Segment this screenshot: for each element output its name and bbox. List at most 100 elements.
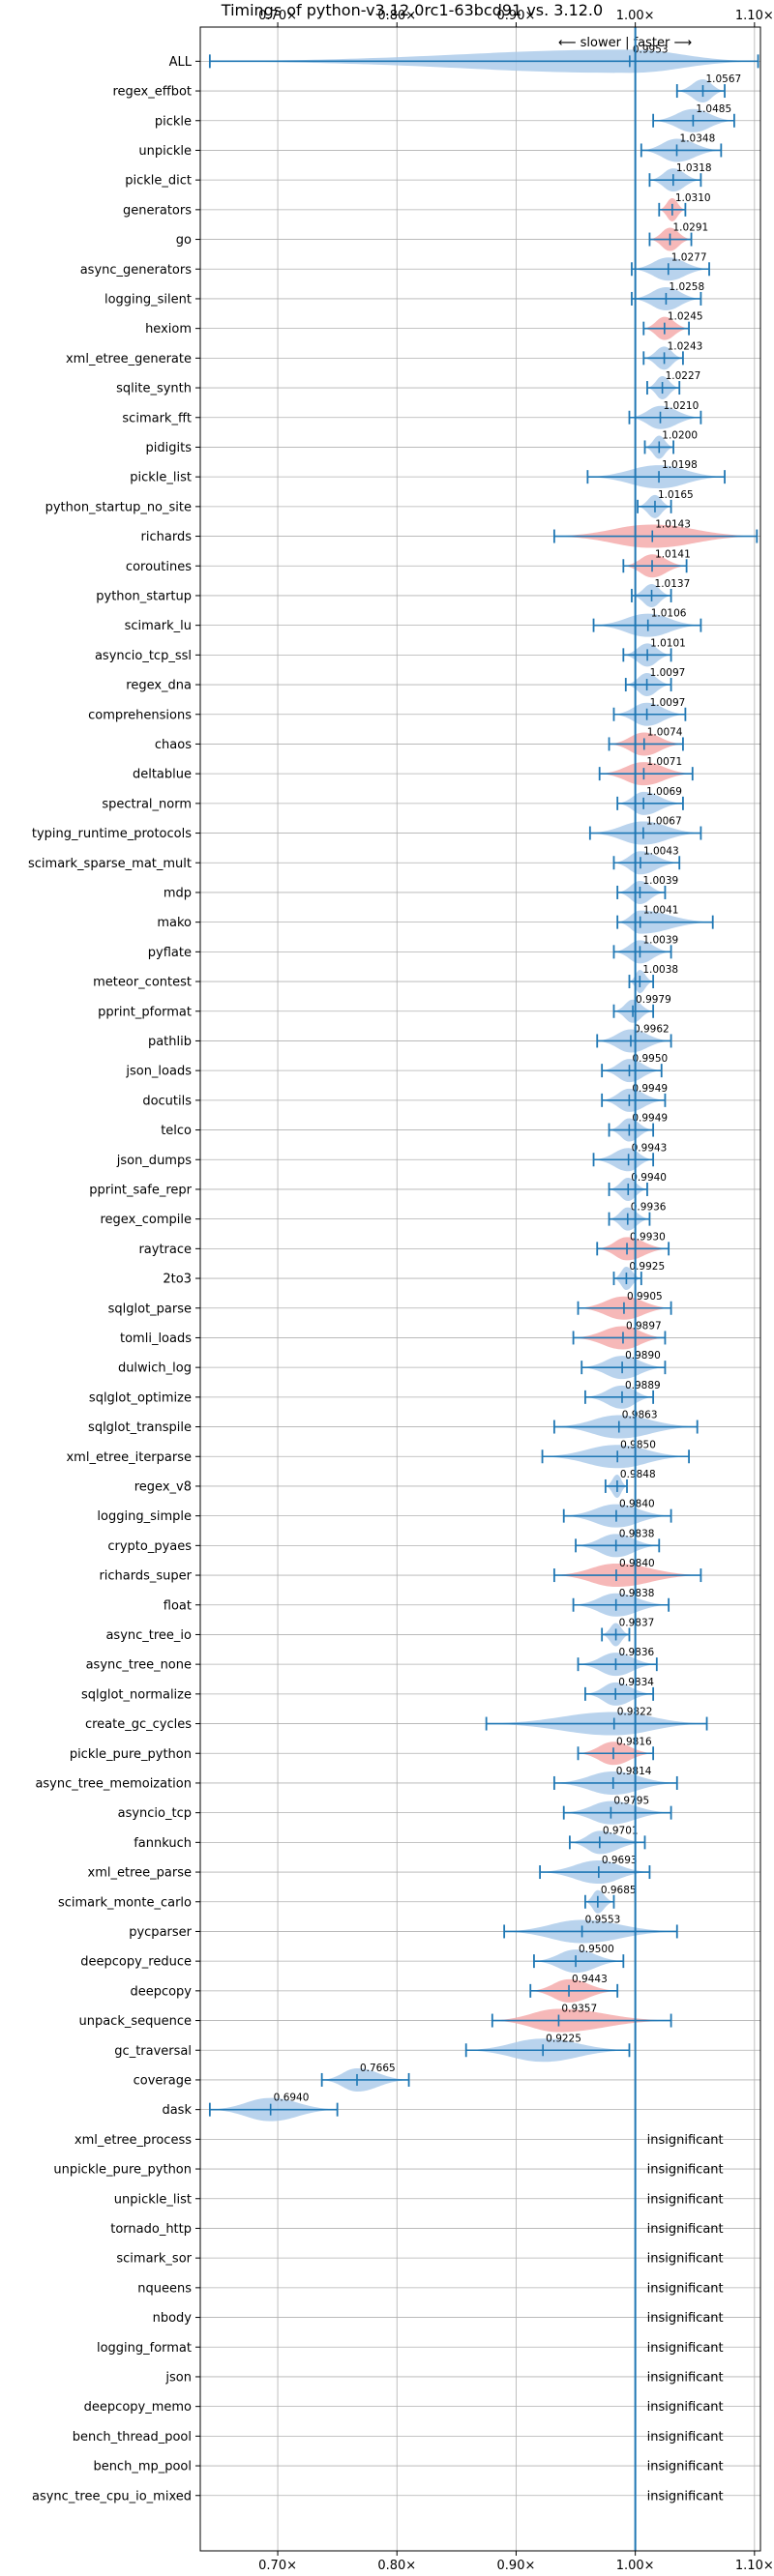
value-label: 1.0101 <box>650 637 686 649</box>
x-tick-label-top: 0.70× <box>258 9 297 23</box>
value-label: 0.9930 <box>630 1231 666 1243</box>
insignificant-label: insignificant <box>647 2341 724 2356</box>
category-label: bench_thread_pool <box>73 2430 192 2444</box>
category-label: fannkuch <box>134 1836 192 1851</box>
value-label: 0.9357 <box>561 2004 597 2015</box>
category-label: json_loads <box>125 1065 192 1079</box>
category-label: pickle <box>155 114 192 129</box>
category-label: pprint_safe_repr <box>89 1183 192 1197</box>
category-label: coverage <box>134 2073 192 2088</box>
category-label: regex_v8 <box>134 1479 192 1494</box>
value-label: 0.9500 <box>579 1944 614 1955</box>
category-label: xml_etree_generate <box>66 352 192 366</box>
value-label: 0.9936 <box>631 1202 667 1214</box>
insignificant-label: insignificant <box>647 2252 724 2267</box>
category-label: crypto_pyaes <box>107 1539 192 1554</box>
category-label: deepcopy <box>130 1984 192 1999</box>
value-label: 0.9953 <box>633 44 669 55</box>
value-label: 1.0039 <box>642 875 678 887</box>
category-label: sqlite_synth <box>116 382 192 396</box>
category-label: dulwich_log <box>118 1361 192 1376</box>
value-label: 0.9943 <box>632 1142 668 1154</box>
value-label: 0.9834 <box>618 1677 654 1688</box>
value-label: 0.9795 <box>613 1796 649 1807</box>
value-label: 1.0210 <box>664 400 700 412</box>
category-label: sqlglot_optimize <box>89 1390 192 1405</box>
value-label: 1.0038 <box>642 964 678 976</box>
value-label: 0.9940 <box>631 1172 667 1184</box>
category-label: deepcopy_memo <box>84 2400 192 2415</box>
category-label: pickle_dict <box>125 174 192 189</box>
value-label: 0.9950 <box>632 1053 668 1065</box>
value-label: 0.9850 <box>620 1439 656 1450</box>
value-label: 0.9890 <box>625 1350 661 1361</box>
value-label: 0.9949 <box>632 1083 668 1095</box>
category-label: pidigits <box>146 441 193 455</box>
category-label: bench_mp_pool <box>93 2460 192 2474</box>
value-label: 1.0141 <box>655 548 691 560</box>
value-label: 1.0258 <box>669 281 704 293</box>
insignificant-label: insignificant <box>647 2460 724 2474</box>
category-label: scimark_sor <box>116 2252 192 2267</box>
category-label: regex_compile <box>100 1213 192 1227</box>
value-label: 0.9979 <box>636 994 671 1006</box>
value-label: 0.9225 <box>546 2033 581 2044</box>
category-label: create_gc_cycles <box>85 1717 192 1732</box>
value-label: 0.9897 <box>626 1320 662 1332</box>
category-label: telco <box>161 1124 192 1138</box>
value-label: 1.0485 <box>696 103 731 115</box>
category-label: generators <box>123 203 192 218</box>
category-label: xml_etree_parse <box>88 1866 192 1881</box>
value-label: 1.0165 <box>658 489 694 501</box>
category-label: json_dumps <box>116 1154 192 1168</box>
value-label: 0.9840 <box>619 1558 655 1569</box>
category-label: async_tree_io <box>105 1628 192 1643</box>
category-label: chaos <box>155 738 192 752</box>
value-label: 1.0567 <box>705 73 741 85</box>
value-label: 1.0318 <box>676 162 712 174</box>
insignificant-label: insignificant <box>647 2430 724 2444</box>
category-label: xml_etree_process <box>74 2133 192 2148</box>
value-label: 0.6940 <box>274 2093 310 2104</box>
x-tick-label-top: 1.10× <box>735 9 774 23</box>
category-label: unpickle <box>138 144 192 159</box>
value-label: 1.0097 <box>650 697 686 709</box>
category-label: logging_silent <box>104 292 192 307</box>
category-label: scimark_lu <box>125 619 192 633</box>
category-label: unpickle_list <box>114 2192 192 2207</box>
value-label: 0.9840 <box>619 1499 655 1510</box>
value-label: 0.9685 <box>601 1885 637 1896</box>
value-label: 0.9836 <box>618 1647 654 1658</box>
category-label: spectral_norm <box>102 797 192 811</box>
x-tick-label-bottom: 0.70× <box>258 2559 297 2572</box>
value-label: 0.9863 <box>622 1410 658 1421</box>
insignificant-label: insignificant <box>647 2400 724 2415</box>
value-label: 0.9889 <box>625 1380 661 1391</box>
category-label: async_tree_memoization <box>35 1776 192 1791</box>
category-label: mako <box>157 916 192 930</box>
category-label: pathlib <box>148 1035 192 1049</box>
category-label: go <box>176 233 192 248</box>
category-label: nqueens <box>137 2281 192 2296</box>
category-label: sqlglot_transpile <box>88 1420 192 1435</box>
category-label: regex_effbot <box>112 85 192 100</box>
category-label: unpickle_pure_python <box>53 2163 192 2178</box>
value-label: 0.9925 <box>629 1261 665 1273</box>
axes: 0.70× 0.70× 0.80× 0.80× 0.90× 0.90× 1.00× 1.00×… <box>195 9 774 2573</box>
insignificant-label: insignificant <box>647 2370 724 2385</box>
category-label: asyncio_tcp_ssl <box>95 649 192 663</box>
category-label: sqlglot_normalize <box>81 1687 192 1702</box>
category-label: pickle_list <box>130 471 192 485</box>
value-label: 1.0067 <box>646 816 682 828</box>
value-label: 0.9838 <box>619 1528 655 1539</box>
category-label: logging_simple <box>97 1509 192 1524</box>
insignificant-label: insignificant <box>647 2311 724 2326</box>
value-label: 1.0227 <box>666 370 701 382</box>
category-label: meteor_contest <box>93 976 192 990</box>
category-label: richards_super <box>99 1569 192 1584</box>
value-label: 0.9949 <box>632 1113 668 1125</box>
category-label: pickle_pure_python <box>70 1747 192 1762</box>
category-label: scimark_fft <box>122 411 192 425</box>
category-label: float <box>164 1598 192 1613</box>
